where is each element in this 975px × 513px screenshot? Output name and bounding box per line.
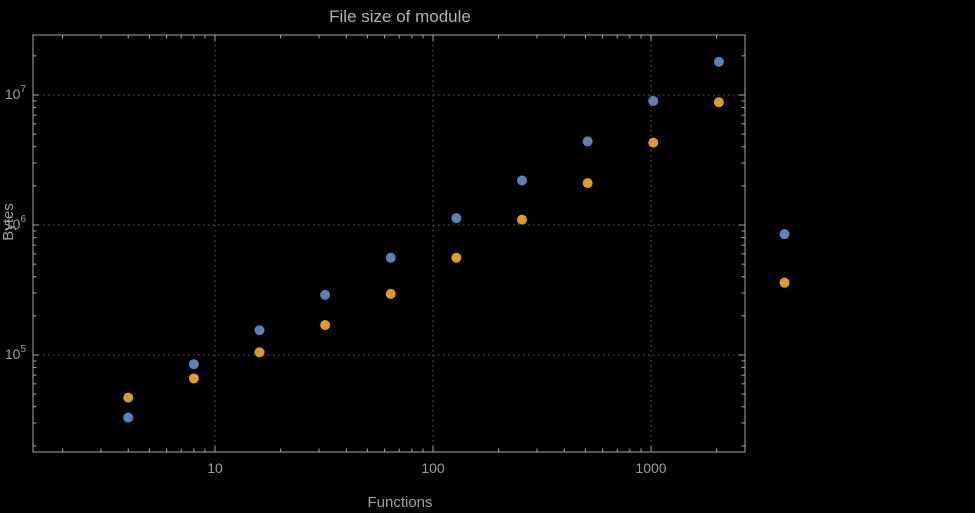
data-point-series-1-blue bbox=[123, 412, 134, 423]
x-tick-label: 10 bbox=[207, 460, 223, 476]
data-point-series-2-orange bbox=[713, 97, 724, 108]
data-point-series-1-blue bbox=[451, 213, 462, 224]
data-point-series-2-orange bbox=[516, 214, 527, 225]
plot-frame bbox=[32, 34, 746, 453]
data-point-series-1-blue bbox=[320, 289, 331, 300]
data-point-series-2-orange bbox=[779, 277, 790, 288]
data-point-series-2-orange bbox=[254, 347, 265, 358]
y-tick-label: 107 bbox=[5, 84, 27, 102]
y-axis-label: Bytes bbox=[0, 203, 17, 241]
data-point-series-2-orange bbox=[188, 373, 199, 384]
data-point-series-2-orange bbox=[451, 252, 462, 263]
data-point-series-1-blue bbox=[582, 136, 593, 147]
x-tick-label: 1000 bbox=[635, 460, 666, 476]
gridlines bbox=[33, 35, 745, 452]
data-point-series-1-blue bbox=[254, 325, 265, 336]
axis-ticks bbox=[33, 35, 745, 452]
x-axis-label: Functions bbox=[367, 494, 432, 511]
data-point-series-2-orange bbox=[123, 392, 134, 403]
data-point-series-2-orange bbox=[648, 137, 659, 148]
data-point-series-2-orange bbox=[582, 178, 593, 189]
data-point-series-1-blue bbox=[188, 359, 199, 370]
data-point-series-1-blue bbox=[713, 56, 724, 67]
data-point-series-1-blue bbox=[648, 95, 659, 106]
x-tick-label: 100 bbox=[421, 460, 445, 476]
data-point-series-1-blue bbox=[516, 175, 527, 186]
y-tick-label: 105 bbox=[5, 344, 27, 362]
data-point-series-1-blue bbox=[779, 229, 790, 240]
data-point-series-1-blue bbox=[385, 252, 396, 263]
chart-title: File size of module bbox=[329, 7, 471, 26]
data-point-series-2-orange bbox=[320, 320, 331, 331]
data-points bbox=[123, 56, 790, 423]
data-point-series-2-orange bbox=[385, 288, 396, 299]
